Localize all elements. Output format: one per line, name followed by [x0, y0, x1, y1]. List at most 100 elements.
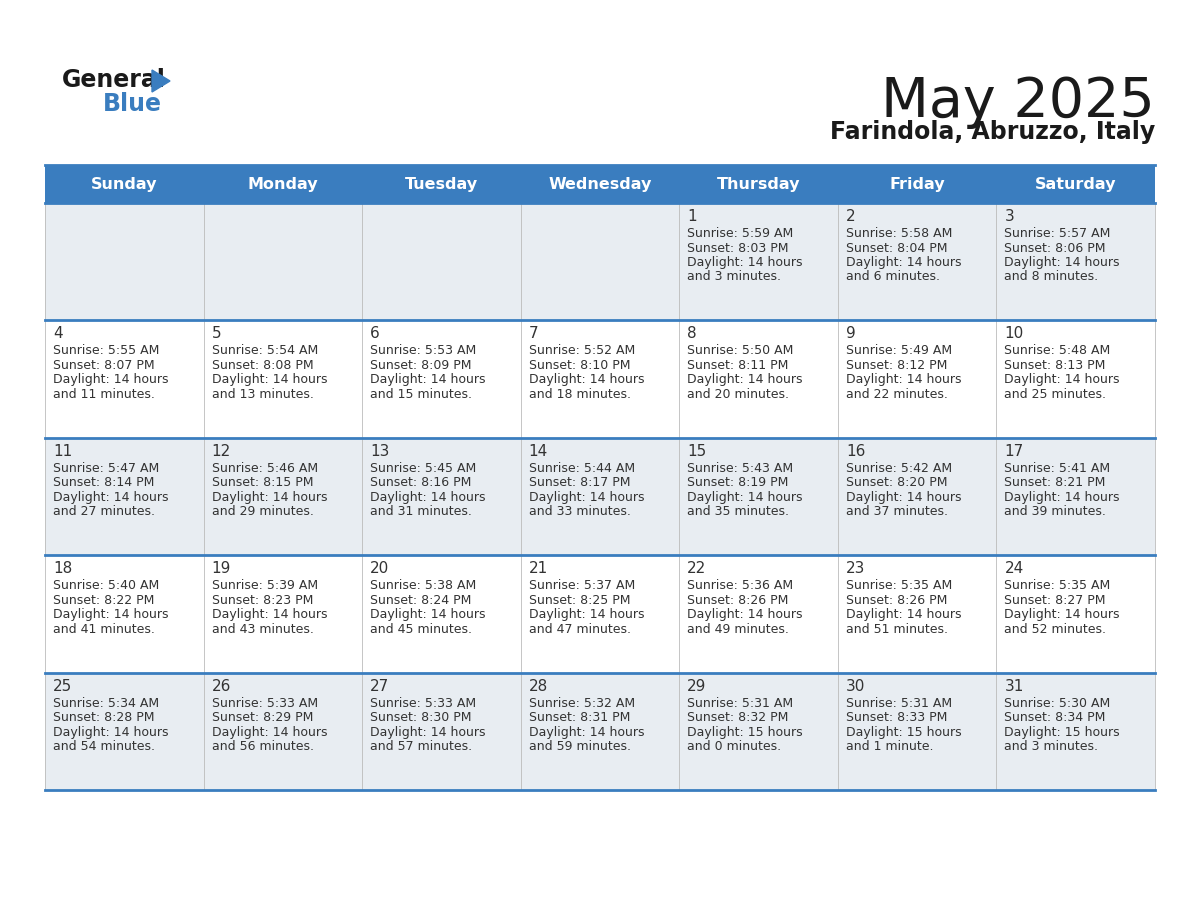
Text: Farindola, Abruzzo, Italy: Farindola, Abruzzo, Italy	[829, 120, 1155, 144]
Text: 19: 19	[211, 561, 230, 577]
Text: Sunrise: 5:31 AM: Sunrise: 5:31 AM	[688, 697, 794, 710]
Text: Daylight: 14 hours: Daylight: 14 hours	[371, 491, 486, 504]
Text: General: General	[62, 68, 166, 92]
Text: Daylight: 14 hours: Daylight: 14 hours	[688, 256, 803, 269]
Text: and 43 minutes.: and 43 minutes.	[211, 622, 314, 635]
Text: Daylight: 14 hours: Daylight: 14 hours	[529, 609, 644, 621]
Text: Sunset: 8:13 PM: Sunset: 8:13 PM	[1004, 359, 1106, 372]
Text: Daylight: 14 hours: Daylight: 14 hours	[846, 491, 961, 504]
Text: 9: 9	[846, 327, 855, 341]
Text: Sunset: 8:04 PM: Sunset: 8:04 PM	[846, 241, 947, 254]
Text: Daylight: 14 hours: Daylight: 14 hours	[1004, 374, 1120, 386]
Text: Sunrise: 5:39 AM: Sunrise: 5:39 AM	[211, 579, 317, 592]
Text: Daylight: 14 hours: Daylight: 14 hours	[1004, 609, 1120, 621]
Text: and 57 minutes.: and 57 minutes.	[371, 740, 473, 753]
FancyBboxPatch shape	[838, 673, 997, 790]
Text: Daylight: 14 hours: Daylight: 14 hours	[53, 609, 169, 621]
Text: Sunset: 8:26 PM: Sunset: 8:26 PM	[846, 594, 947, 607]
Text: and 52 minutes.: and 52 minutes.	[1004, 622, 1106, 635]
Text: Sunrise: 5:54 AM: Sunrise: 5:54 AM	[211, 344, 318, 357]
FancyBboxPatch shape	[45, 673, 203, 790]
Text: Sunset: 8:28 PM: Sunset: 8:28 PM	[53, 711, 154, 724]
Text: Sunrise: 5:58 AM: Sunrise: 5:58 AM	[846, 227, 953, 240]
Text: and 3 minutes.: and 3 minutes.	[1004, 740, 1099, 753]
Text: and 39 minutes.: and 39 minutes.	[1004, 505, 1106, 519]
Text: and 20 minutes.: and 20 minutes.	[688, 388, 789, 401]
Text: 13: 13	[371, 443, 390, 459]
Text: Tuesday: Tuesday	[405, 176, 478, 192]
Text: Sunrise: 5:59 AM: Sunrise: 5:59 AM	[688, 227, 794, 240]
Text: Blue: Blue	[103, 92, 162, 116]
Text: Sunset: 8:30 PM: Sunset: 8:30 PM	[371, 711, 472, 724]
Text: Daylight: 14 hours: Daylight: 14 hours	[371, 374, 486, 386]
FancyBboxPatch shape	[680, 320, 838, 438]
FancyBboxPatch shape	[520, 438, 680, 555]
Text: Sunset: 8:07 PM: Sunset: 8:07 PM	[53, 359, 154, 372]
FancyBboxPatch shape	[45, 203, 203, 320]
FancyBboxPatch shape	[362, 320, 520, 438]
Text: Sunset: 8:33 PM: Sunset: 8:33 PM	[846, 711, 947, 724]
Text: and 56 minutes.: and 56 minutes.	[211, 740, 314, 753]
Text: Sunrise: 5:50 AM: Sunrise: 5:50 AM	[688, 344, 794, 357]
Text: Sunrise: 5:42 AM: Sunrise: 5:42 AM	[846, 462, 952, 475]
Text: Daylight: 15 hours: Daylight: 15 hours	[846, 725, 961, 739]
Text: Sunrise: 5:32 AM: Sunrise: 5:32 AM	[529, 697, 634, 710]
FancyBboxPatch shape	[45, 438, 203, 555]
FancyBboxPatch shape	[520, 320, 680, 438]
FancyBboxPatch shape	[838, 555, 997, 673]
Text: Daylight: 14 hours: Daylight: 14 hours	[371, 609, 486, 621]
Text: Sunrise: 5:46 AM: Sunrise: 5:46 AM	[211, 462, 317, 475]
Text: Sunrise: 5:57 AM: Sunrise: 5:57 AM	[1004, 227, 1111, 240]
Text: and 18 minutes.: and 18 minutes.	[529, 388, 631, 401]
Text: Daylight: 14 hours: Daylight: 14 hours	[846, 374, 961, 386]
Text: 29: 29	[688, 678, 707, 694]
Text: Daylight: 14 hours: Daylight: 14 hours	[211, 725, 327, 739]
Text: 27: 27	[371, 678, 390, 694]
Text: and 3 minutes.: and 3 minutes.	[688, 271, 782, 284]
Text: Sunset: 8:34 PM: Sunset: 8:34 PM	[1004, 711, 1106, 724]
Text: and 31 minutes.: and 31 minutes.	[371, 505, 472, 519]
FancyBboxPatch shape	[680, 438, 838, 555]
Text: and 35 minutes.: and 35 minutes.	[688, 505, 789, 519]
Text: and 51 minutes.: and 51 minutes.	[846, 622, 948, 635]
Text: Wednesday: Wednesday	[549, 176, 652, 192]
Text: Sunrise: 5:47 AM: Sunrise: 5:47 AM	[53, 462, 159, 475]
FancyBboxPatch shape	[203, 203, 362, 320]
Text: 12: 12	[211, 443, 230, 459]
Text: 17: 17	[1004, 443, 1024, 459]
Text: 28: 28	[529, 678, 548, 694]
Text: Sunset: 8:10 PM: Sunset: 8:10 PM	[529, 359, 630, 372]
Text: Sunrise: 5:53 AM: Sunrise: 5:53 AM	[371, 344, 476, 357]
Text: and 8 minutes.: and 8 minutes.	[1004, 271, 1099, 284]
Text: Daylight: 14 hours: Daylight: 14 hours	[371, 725, 486, 739]
Text: and 29 minutes.: and 29 minutes.	[211, 505, 314, 519]
Text: Sunset: 8:32 PM: Sunset: 8:32 PM	[688, 711, 789, 724]
Text: Sunset: 8:17 PM: Sunset: 8:17 PM	[529, 476, 630, 489]
Text: Sunday: Sunday	[91, 176, 158, 192]
Text: Sunrise: 5:40 AM: Sunrise: 5:40 AM	[53, 579, 159, 592]
Text: Sunset: 8:09 PM: Sunset: 8:09 PM	[371, 359, 472, 372]
Text: Sunrise: 5:30 AM: Sunrise: 5:30 AM	[1004, 697, 1111, 710]
Text: 26: 26	[211, 678, 230, 694]
Text: and 1 minute.: and 1 minute.	[846, 740, 934, 753]
FancyBboxPatch shape	[203, 438, 362, 555]
Text: Sunset: 8:23 PM: Sunset: 8:23 PM	[211, 594, 312, 607]
Text: 18: 18	[53, 561, 72, 577]
Text: Sunrise: 5:55 AM: Sunrise: 5:55 AM	[53, 344, 159, 357]
FancyBboxPatch shape	[203, 555, 362, 673]
FancyBboxPatch shape	[520, 673, 680, 790]
Text: Daylight: 14 hours: Daylight: 14 hours	[846, 256, 961, 269]
Text: and 37 minutes.: and 37 minutes.	[846, 505, 948, 519]
Text: Thursday: Thursday	[716, 176, 801, 192]
Text: Sunrise: 5:35 AM: Sunrise: 5:35 AM	[846, 579, 952, 592]
FancyBboxPatch shape	[838, 320, 997, 438]
Text: 31: 31	[1004, 678, 1024, 694]
FancyBboxPatch shape	[520, 203, 680, 320]
Text: 16: 16	[846, 443, 865, 459]
Text: Daylight: 14 hours: Daylight: 14 hours	[529, 725, 644, 739]
FancyBboxPatch shape	[680, 203, 838, 320]
Text: Saturday: Saturday	[1035, 176, 1117, 192]
Text: Sunset: 8:11 PM: Sunset: 8:11 PM	[688, 359, 789, 372]
Text: and 27 minutes.: and 27 minutes.	[53, 505, 154, 519]
FancyBboxPatch shape	[45, 165, 1155, 203]
